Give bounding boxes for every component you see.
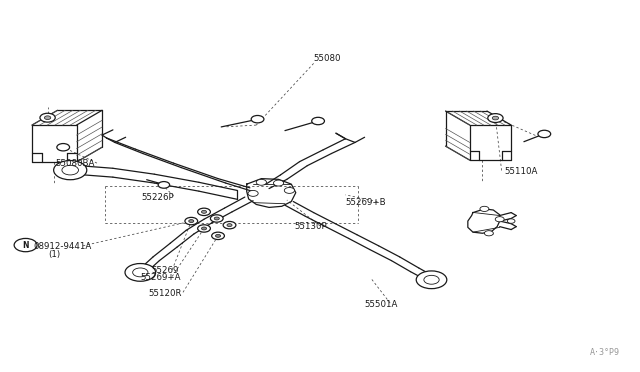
Circle shape — [198, 225, 211, 232]
Text: 55269+B: 55269+B — [346, 198, 386, 207]
Circle shape — [273, 180, 284, 186]
Text: N: N — [22, 241, 29, 250]
Circle shape — [508, 219, 515, 223]
Text: 08912-9441A: 08912-9441A — [33, 243, 92, 251]
Circle shape — [480, 206, 489, 211]
Circle shape — [189, 219, 194, 222]
Circle shape — [538, 130, 550, 138]
Circle shape — [284, 187, 294, 193]
Text: (1): (1) — [48, 250, 60, 259]
Circle shape — [248, 190, 258, 196]
Circle shape — [216, 234, 221, 237]
Circle shape — [211, 215, 223, 222]
Circle shape — [484, 231, 493, 236]
Text: 55120R: 55120R — [148, 289, 182, 298]
Circle shape — [202, 227, 207, 230]
Circle shape — [488, 113, 503, 122]
Text: 55080BA: 55080BA — [56, 159, 95, 169]
Circle shape — [202, 211, 207, 213]
Circle shape — [492, 116, 499, 120]
Text: 55501A: 55501A — [365, 300, 398, 309]
Circle shape — [14, 238, 37, 252]
Circle shape — [57, 144, 70, 151]
Circle shape — [198, 208, 211, 215]
Circle shape — [125, 263, 156, 281]
Circle shape — [132, 268, 148, 277]
Text: 55226P: 55226P — [141, 193, 174, 202]
Text: 55269: 55269 — [151, 266, 179, 275]
Circle shape — [416, 271, 447, 289]
Text: 55080: 55080 — [314, 54, 341, 63]
Circle shape — [158, 182, 170, 188]
Text: 55110A: 55110A — [505, 167, 538, 176]
Circle shape — [212, 232, 225, 240]
Circle shape — [44, 116, 51, 119]
Circle shape — [54, 161, 87, 180]
Circle shape — [223, 221, 236, 229]
Circle shape — [424, 275, 439, 284]
Text: 55130P: 55130P — [294, 222, 327, 231]
Text: A·3°P9: A·3°P9 — [589, 347, 620, 357]
Circle shape — [214, 217, 220, 220]
Circle shape — [40, 113, 55, 122]
Circle shape — [312, 117, 324, 125]
Circle shape — [227, 224, 232, 227]
Text: 55269+A: 55269+A — [140, 273, 181, 282]
Circle shape — [185, 217, 198, 225]
Circle shape — [251, 115, 264, 123]
Circle shape — [62, 165, 79, 175]
Circle shape — [495, 217, 504, 222]
Circle shape — [256, 179, 266, 185]
